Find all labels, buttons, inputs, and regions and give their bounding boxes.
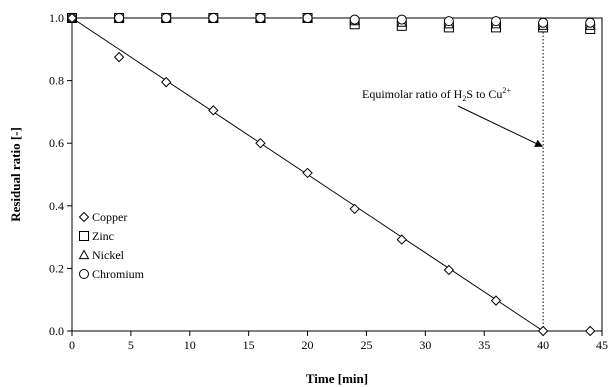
chromium-point	[161, 13, 172, 23]
copper-point	[113, 51, 125, 63]
annotation-text: Equimolar ratio of H2S to Cu2+	[362, 86, 511, 103]
copper-point	[443, 264, 455, 276]
x-tick-label: 0	[69, 338, 75, 352]
copper-point	[302, 167, 313, 179]
copper-point	[255, 137, 266, 149]
plot-area-frame	[71, 17, 603, 332]
chromium-point	[255, 13, 266, 23]
y-axis-title: Residual ratio [-]	[8, 127, 23, 222]
y-tick-label: 0.8	[49, 74, 64, 88]
chromium-point	[585, 17, 596, 28]
annotation-arrow	[457, 105, 544, 147]
y-tick-label: 1.0	[49, 11, 64, 25]
x-axis-title: Time [min]	[306, 371, 368, 386]
chromium-point	[538, 17, 549, 28]
copper-point	[537, 325, 549, 337]
legend-label-chromium: Chromium	[92, 267, 145, 281]
annotation-subscript: 2	[462, 94, 466, 103]
annotation-superscript: 2+	[502, 86, 511, 95]
legend-label-nickel: Nickel	[92, 248, 125, 262]
chromium-point	[349, 14, 360, 25]
legend-marker-nickel	[78, 249, 90, 260]
copper-point	[490, 295, 502, 306]
copper-point	[349, 203, 360, 215]
x-tick-label: 20	[302, 338, 314, 352]
chromium-point	[491, 16, 501, 27]
copper-point	[396, 234, 407, 245]
y-tick-label: 0.4	[49, 199, 64, 213]
annotation-part: S to Cu	[466, 87, 502, 101]
x-tick-label: 5	[128, 338, 134, 352]
chromium-point	[396, 14, 407, 25]
legend-label-zinc: Zinc	[92, 229, 114, 243]
x-tick-label: 40	[537, 338, 549, 352]
chromium-point	[114, 13, 125, 23]
annotation-part: Equimolar ratio of H	[362, 87, 463, 101]
x-tick-label: 10	[184, 338, 196, 352]
copper-point	[66, 12, 78, 24]
copper-point	[208, 105, 219, 116]
x-tick-label: 35	[478, 338, 490, 352]
copper-point	[585, 325, 596, 337]
x-tick-label: 30	[419, 338, 431, 352]
x-tick-label: 25	[360, 338, 372, 352]
legend-label-copper: Copper	[92, 210, 127, 224]
legend-marker-chromium	[79, 269, 89, 279]
x-tick-label: 45	[596, 338, 608, 352]
y-tick-label: 0.6	[49, 136, 64, 150]
x-tick-label: 15	[243, 338, 255, 352]
chromium-point	[443, 16, 454, 27]
chromium-point	[302, 13, 313, 23]
chromium-point	[208, 13, 219, 23]
copper-point	[161, 76, 172, 88]
legend-marker-zinc	[79, 231, 89, 241]
y-tick-label: 0.0	[49, 324, 64, 338]
legend-marker-copper	[78, 211, 90, 223]
y-tick-label: 0.2	[49, 261, 64, 275]
